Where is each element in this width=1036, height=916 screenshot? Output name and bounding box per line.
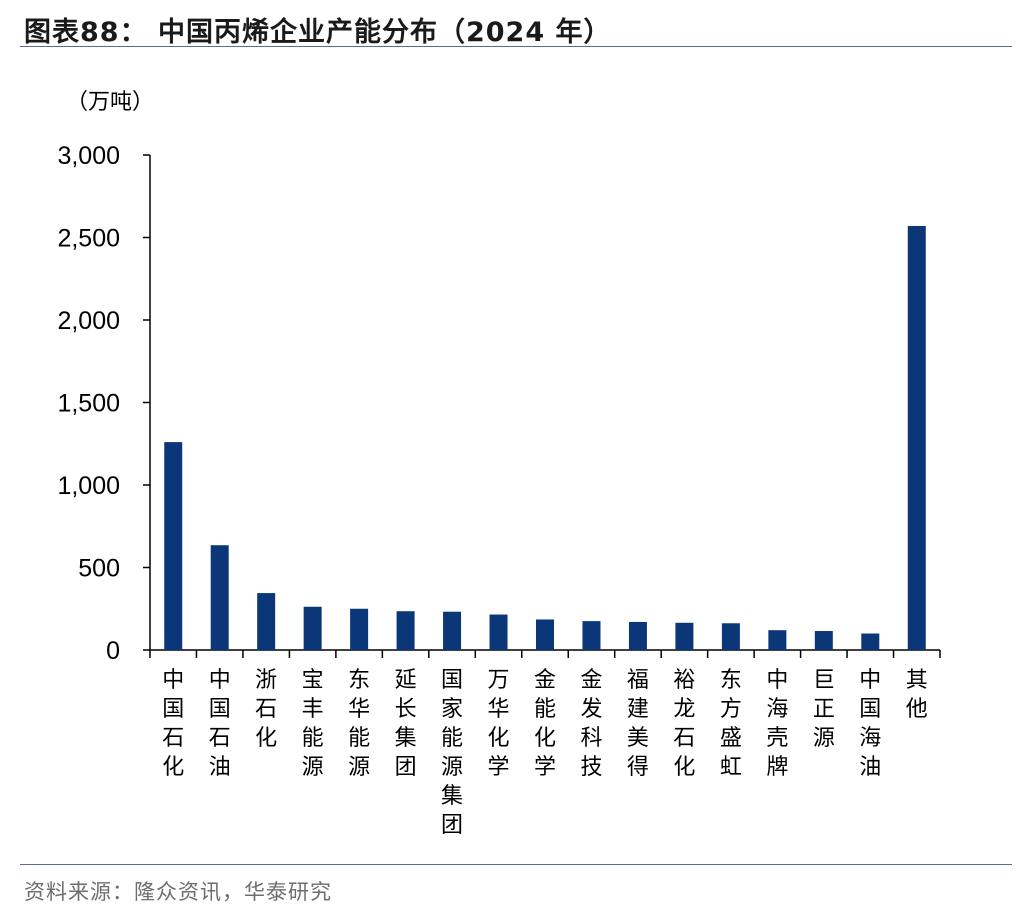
x-category-label: 国家能源集团 (441, 668, 463, 838)
y-tick-label: 500 (78, 555, 120, 583)
bar (350, 608, 369, 650)
x-category-label: 东方盛虹 (720, 668, 742, 780)
bar-chart: 0 500 1,000 1,500 2,000 2,500 3,000 中国石化 中国石油 浙石化… (57, 142, 941, 838)
x-category-label: 万华化学 (488, 668, 510, 780)
x-category-label: 金发科技 (580, 668, 602, 780)
x-category-label: 其他 (906, 668, 928, 722)
bar (628, 621, 647, 650)
x-category-label: 福建美得 (627, 668, 649, 780)
y-tick-label: 2,000 (57, 307, 120, 335)
bar (164, 442, 183, 650)
source-note: 资料来源：隆众资讯，华泰研究 (24, 880, 332, 904)
y-tick-label: 2,500 (57, 225, 120, 253)
y-axis-unit: （万吨） (66, 90, 155, 115)
figure-title: 图表88： 中国丙烯企业产能分布（2024 年） (24, 17, 612, 48)
bar (721, 623, 740, 650)
bar (303, 606, 322, 650)
bar (582, 621, 601, 650)
x-category-label: 裕龙石化 (673, 668, 695, 780)
x-category-label: 东华能源 (348, 668, 370, 780)
bar (257, 593, 276, 650)
x-category-label: 宝丰能源 (302, 668, 324, 780)
bar (396, 611, 415, 650)
bar (768, 630, 787, 650)
bar (907, 225, 926, 650)
title-rule (20, 46, 1012, 47)
x-category-label: 中国石油 (209, 668, 231, 780)
source-rule (20, 864, 1012, 865)
bar (210, 545, 229, 650)
y-tick-label: 3,000 (57, 142, 120, 170)
x-category-label: 中国海油 (859, 668, 881, 780)
x-category-label: 巨正源 (813, 668, 835, 751)
bar (443, 611, 462, 650)
bar (861, 633, 880, 650)
y-tick-label: 1,500 (57, 390, 120, 418)
x-category-label: 延长集团 (395, 668, 417, 780)
bar (536, 619, 554, 650)
bar (489, 614, 508, 650)
bar (814, 631, 833, 650)
bar (675, 622, 694, 650)
x-category-label: 浙石化 (255, 668, 277, 751)
x-category-label: 金能化学 (534, 668, 556, 780)
y-tick-label: 1,000 (57, 472, 120, 500)
x-category-label: 中海壳牌 (766, 668, 788, 780)
x-category-label: 中国石化 (162, 668, 184, 780)
y-tick-label: 0 (106, 637, 120, 665)
